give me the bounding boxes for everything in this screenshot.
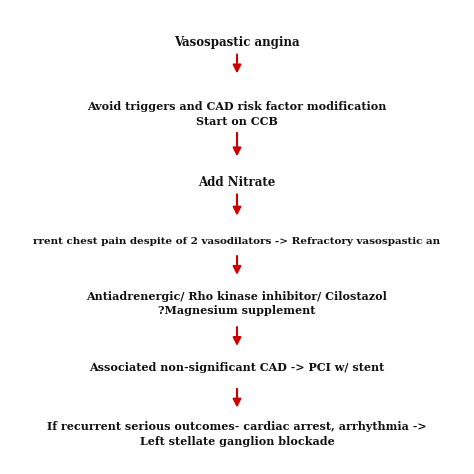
Text: Antiadrenergic/ Rho kinase inhibitor/ Cilostazol
?Magnesium supplement: Antiadrenergic/ Rho kinase inhibitor/ Ci… — [87, 291, 387, 316]
Text: Avoid triggers and CAD risk factor modification
Start on CCB: Avoid triggers and CAD risk factor modif… — [87, 101, 387, 127]
Text: Add Nitrate: Add Nitrate — [198, 176, 276, 189]
Text: rrent chest pain despite of 2 vasodilators -> Refractory vasospastic an: rrent chest pain despite of 2 vasodilato… — [34, 237, 440, 246]
Text: If recurrent serious outcomes- cardiac arrest, arrhythmia ->
Left stellate gangl: If recurrent serious outcomes- cardiac a… — [47, 421, 427, 447]
Text: Vasospastic angina: Vasospastic angina — [174, 36, 300, 49]
Text: Associated non-significant CAD -> PCI w/ stent: Associated non-significant CAD -> PCI w/… — [90, 362, 384, 373]
